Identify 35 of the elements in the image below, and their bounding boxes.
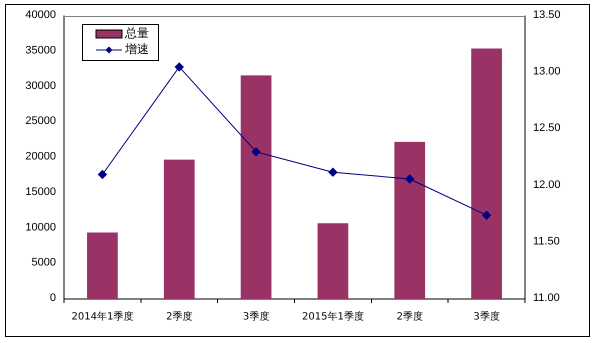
x-tick-label: 2季度 bbox=[396, 310, 423, 323]
bar bbox=[87, 232, 118, 299]
y-tick-label: 5000 bbox=[32, 256, 56, 269]
y-tick-label: 15000 bbox=[25, 186, 56, 198]
bar bbox=[394, 142, 426, 299]
y2-tick-label: 13.00 bbox=[533, 66, 561, 78]
y-tick-label: 30000 bbox=[25, 80, 56, 92]
bar bbox=[240, 75, 272, 299]
y2-tick-label: 11.00 bbox=[533, 292, 560, 304]
y-tick-label: 25000 bbox=[25, 115, 56, 128]
y-tick-label: 0 bbox=[50, 292, 56, 304]
bar bbox=[318, 223, 348, 299]
point bbox=[252, 147, 261, 156]
y2-tick-label: 12.00 bbox=[533, 178, 561, 191]
point bbox=[405, 174, 414, 184]
point bbox=[98, 170, 107, 179]
legend-label: 总量 bbox=[124, 26, 149, 40]
x-tick-label: 3季度 bbox=[242, 310, 270, 323]
y2-tick-label: 12.50 bbox=[533, 122, 561, 134]
y-tick-label: 20000 bbox=[25, 150, 56, 162]
y2-tick-label: 13.50 bbox=[533, 9, 561, 21]
x-tick-label: 3季度 bbox=[473, 310, 500, 323]
point bbox=[174, 62, 184, 72]
x-tick-label: 2季度 bbox=[166, 310, 192, 323]
point bbox=[328, 168, 338, 177]
y2-tick-label: 11.50 bbox=[533, 235, 560, 248]
x-tick-label: 2014年1季度 bbox=[72, 310, 134, 323]
point bbox=[482, 210, 492, 220]
legend-label: 增速 bbox=[124, 42, 149, 56]
y-tick-label: 40000 bbox=[25, 9, 56, 21]
y-tick-label: 10000 bbox=[25, 221, 56, 234]
x-tick-label: 2015年1季度 bbox=[302, 310, 364, 323]
bar bbox=[471, 48, 502, 299]
y-tick-label: 35000 bbox=[25, 44, 56, 56]
bar bbox=[164, 160, 195, 299]
